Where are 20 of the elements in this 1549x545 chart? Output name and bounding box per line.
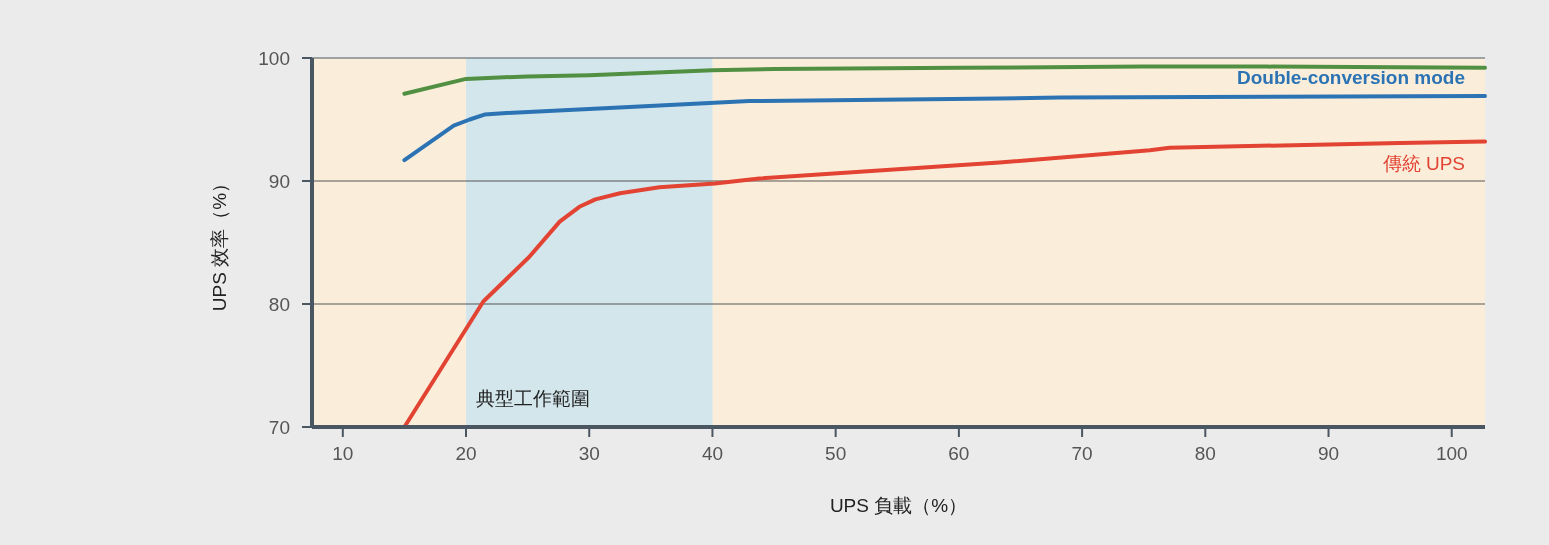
y-axis-title: UPS 效率（%）: [209, 173, 230, 312]
y-tick-label: 100: [258, 48, 290, 69]
series-label: 傳統 UPS: [1381, 152, 1465, 174]
x-tick-label: 70: [1071, 443, 1093, 464]
x-tick-label: 40: [701, 443, 724, 464]
x-tick-label: 10: [332, 443, 354, 464]
y-tick-label: 90: [268, 171, 290, 192]
x-tick-label: 20: [455, 443, 477, 464]
x-tick-label: 60: [948, 443, 970, 464]
x-tick-label: 80: [1194, 443, 1216, 464]
y-tick-label: 70: [268, 417, 290, 438]
y-tick-label: 80: [268, 294, 290, 315]
x-tick-label: 100: [1435, 443, 1468, 464]
band: 典型工作範圍: [466, 58, 713, 427]
x-tick-label: 90: [1317, 443, 1340, 464]
x-tick-label: 50: [825, 443, 847, 464]
band-label: 典型工作範圍: [476, 388, 591, 409]
x-tick-label: 30: [578, 443, 600, 464]
series-label: Double-conversion mode: [1236, 67, 1465, 89]
x-axis-title: UPS 負載（%）: [829, 495, 968, 516]
